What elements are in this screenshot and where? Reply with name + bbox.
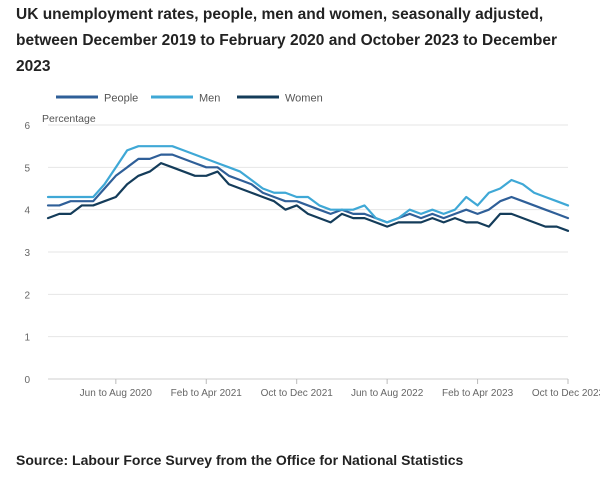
series-line-men (46, 145, 570, 224)
x-tick-label: Oct to Dec 2023 (532, 388, 600, 399)
x-tick-label: Oct to Dec 2021 (261, 388, 334, 399)
y-tick-label: 6 (24, 121, 30, 132)
y-axis-label: Percentage (42, 113, 96, 125)
series-line-people (46, 153, 570, 224)
y-tick-label: 3 (24, 248, 30, 259)
x-tick-label: Jun to Aug 2022 (351, 388, 424, 399)
x-tick-label: Jun to Aug 2020 (80, 388, 153, 399)
legend-label-women: Women (285, 93, 323, 105)
series-line-women (46, 162, 570, 232)
x-tick-label: Feb to Apr 2021 (171, 388, 243, 399)
y-tick-label: 4 (24, 206, 30, 217)
source-note: Source: Labour Force Survey from the Off… (16, 452, 464, 468)
legend-label-people: People (104, 93, 138, 105)
line-chart: People Men Women 0 1 2 3 4 5 6 Percentage Jun to Au… (24, 93, 600, 400)
y-tick-label: 2 (24, 290, 30, 301)
legend-label-men: Men (199, 93, 220, 105)
chart-title: UK unemployment rates, people, men and w… (16, 6, 558, 75)
y-tick-label: 5 (24, 163, 30, 174)
y-tick-label: 1 (24, 333, 30, 344)
y-tick-label: 0 (24, 375, 30, 386)
x-tick-label: Feb to Apr 2023 (442, 388, 514, 399)
